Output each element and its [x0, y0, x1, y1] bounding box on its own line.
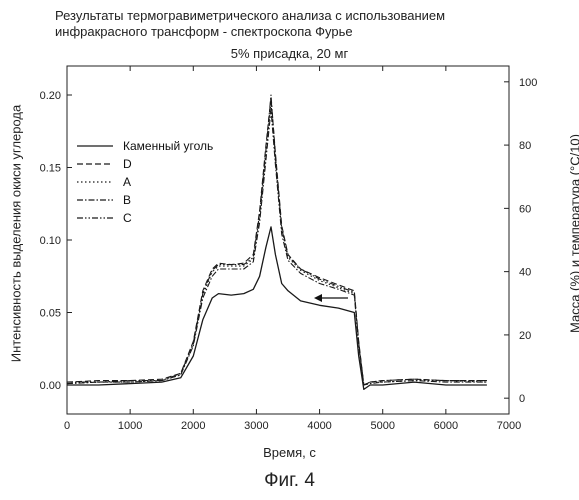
x-tick-label: 5000 [370, 420, 394, 432]
y-right-tick-label: 100 [519, 77, 537, 89]
y-tick-label: 0.00 [40, 380, 61, 392]
series-line-0 [67, 227, 487, 390]
legend-label: C [123, 211, 132, 225]
y-right-tick-label: 40 [519, 267, 531, 279]
x-tick-label: 0 [64, 420, 70, 432]
x-tick-label: 6000 [434, 420, 458, 432]
plot-frame [67, 66, 509, 414]
y-right-tick-label: 20 [519, 330, 531, 342]
y-right-tick-label: 60 [519, 203, 531, 215]
y-tick-label: 0.15 [40, 163, 61, 175]
legend-label: Каменный уголь [123, 139, 213, 153]
y-right-tick-label: 80 [519, 140, 531, 152]
x-axis-label: Время, с [0, 445, 579, 460]
x-tick-label: 2000 [181, 420, 205, 432]
x-tick-label: 3000 [244, 420, 268, 432]
x-tick-label: 1000 [118, 420, 142, 432]
y-tick-label: 0.10 [40, 235, 61, 247]
y-tick-label: 0.05 [40, 308, 61, 320]
legend: Каменный уголь DABC [77, 139, 213, 225]
y-axis-label-right: Масса (%) и температура (°C/10) [568, 84, 579, 384]
annotation-arrow-head [314, 294, 322, 302]
y-right-tick-label: 0 [519, 393, 525, 405]
legend-label: A [123, 175, 131, 189]
annotations [314, 294, 348, 302]
x-tick-label: 4000 [307, 420, 331, 432]
axis-ticks: 010002000300040005000600070000.000.050.1… [40, 66, 538, 432]
y-tick-label: 0.20 [40, 90, 61, 102]
legend-label: B [123, 193, 131, 207]
figure-caption: Фиг. 4 [0, 470, 579, 492]
y-axis-label-left: Интенсивность выделения окиси углерода [9, 84, 24, 384]
legend-label: D [123, 157, 132, 171]
x-tick-label: 7000 [497, 420, 521, 432]
